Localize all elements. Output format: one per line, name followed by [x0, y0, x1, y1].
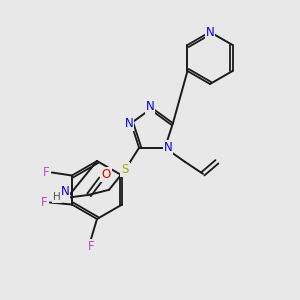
Text: H: H [53, 192, 61, 202]
Text: N: N [146, 100, 154, 113]
Text: S: S [122, 163, 129, 176]
Text: N: N [164, 141, 172, 154]
Text: N: N [61, 185, 69, 198]
Text: N: N [206, 26, 214, 38]
Text: O: O [101, 168, 111, 181]
Text: F: F [43, 166, 49, 179]
Text: F: F [88, 239, 94, 253]
Text: F: F [40, 196, 47, 209]
Text: N: N [125, 117, 134, 130]
